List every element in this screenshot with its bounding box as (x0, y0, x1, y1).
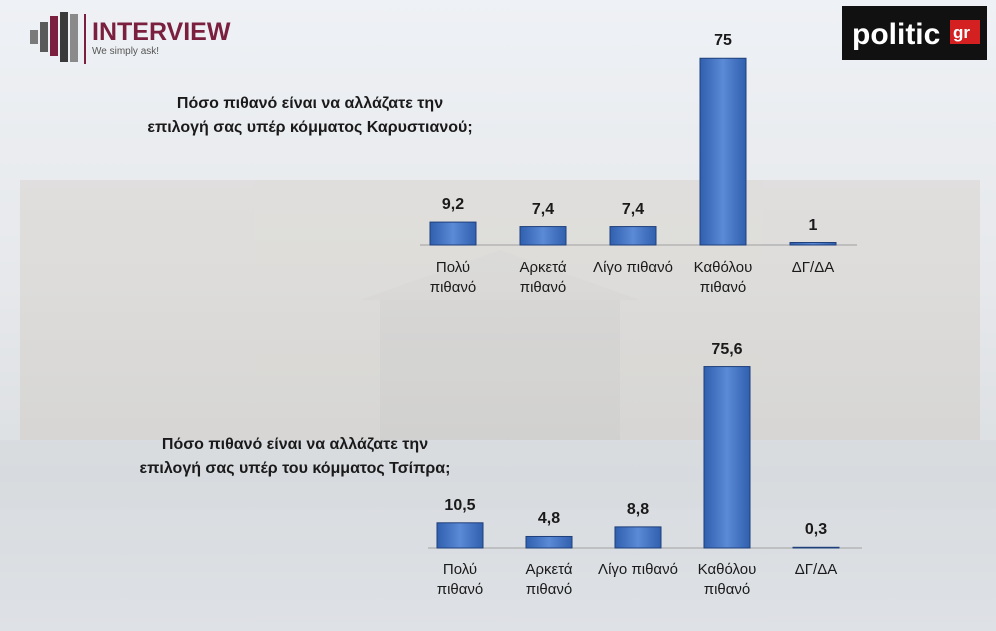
category-label: Πολύ πιθανό (429, 259, 477, 296)
category-label: Καθόλου πιθανό (693, 259, 753, 296)
value-label: 1 (808, 216, 818, 234)
value-label: 7,4 (531, 200, 555, 218)
bar (699, 57, 747, 246)
value-label: 4,8 (537, 510, 561, 528)
bar (792, 546, 840, 549)
background-building (0, 180, 996, 631)
gr-box (950, 20, 980, 44)
bar (614, 526, 662, 549)
category-label: Λίγο πιθανό (593, 259, 673, 276)
category-label: Πολύ πιθανό (436, 561, 484, 598)
value-label: 75 (714, 32, 732, 50)
question-title: Πόσο πιθανό είναι να αλλάζατε την επιλογ… (139, 436, 451, 477)
value-label: 9,2 (441, 196, 465, 214)
bar (429, 221, 477, 246)
question-title: Πόσο πιθανό είναι να αλλάζατε την επιλογ… (147, 95, 473, 136)
category-label: Καθόλου πιθανό (697, 561, 757, 598)
bar (519, 226, 567, 246)
politic-logo: politic (852, 18, 940, 51)
value-label: 0,3 (804, 521, 828, 539)
bar (436, 522, 484, 549)
category-label: Αρκετά πιθανό (519, 259, 567, 296)
bar (525, 535, 573, 549)
value-label: 7,4 (621, 200, 645, 218)
category-label: ΔΓ/ΔΑ (791, 259, 835, 276)
category-label: Αρκετά πιθανό (525, 561, 573, 598)
value-label: 75,6 (711, 340, 743, 358)
logo-title: INTERVIEW (92, 18, 231, 46)
logo-tagline: We simply ask! (92, 46, 159, 57)
interview-logo-icon (30, 12, 86, 64)
value-label: 8,8 (626, 500, 650, 518)
bar (609, 226, 657, 246)
bar (703, 366, 751, 549)
bar (789, 242, 837, 246)
value-label: 10,5 (444, 496, 476, 514)
category-label: ΔΓ/ΔΑ (794, 561, 838, 578)
category-label: Λίγο πιθανό (598, 561, 678, 578)
gr-logo: gr (953, 23, 970, 42)
